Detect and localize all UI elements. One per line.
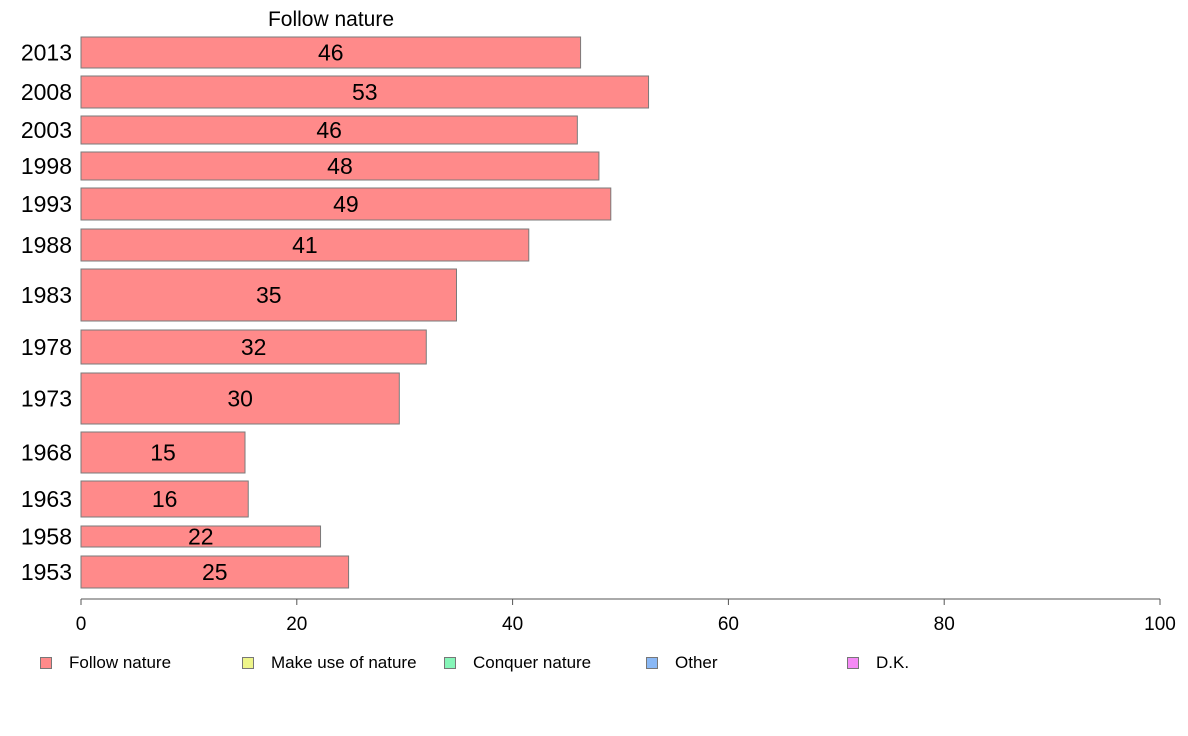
bar-1993 — [80, 187, 612, 221]
x-tick-label: 100 — [1144, 614, 1176, 635]
legend-swatch — [40, 657, 52, 669]
category-label: 1953 — [21, 559, 72, 585]
legend-label: Other — [675, 653, 718, 672]
category-label: 2003 — [21, 117, 72, 143]
value-label: 53 — [352, 79, 378, 105]
category-label: 1988 — [21, 232, 72, 258]
x-tick-label: 80 — [934, 614, 955, 635]
category-label: 1968 — [21, 440, 72, 466]
bar-1983 — [80, 268, 457, 322]
legend-swatch — [444, 657, 456, 669]
bar-1953 — [80, 555, 350, 589]
bar-1968 — [80, 431, 246, 474]
bar-1998 — [80, 151, 600, 181]
bar-1988 — [80, 228, 530, 262]
bar-1978 — [80, 329, 427, 365]
x-tick-label: 60 — [718, 614, 739, 635]
category-label: 1973 — [21, 386, 72, 412]
value-label: 46 — [318, 40, 344, 66]
value-label: 30 — [227, 386, 253, 412]
legend-item-other: Other — [646, 653, 718, 673]
value-label: 32 — [241, 334, 267, 360]
bar-2013 — [80, 36, 582, 69]
bars-group: 2013 46 2008 53 2003 46 1998 48 1993 49 1988 41 1983… — [21, 36, 650, 589]
category-label: 2008 — [21, 79, 72, 105]
bar-1973 — [80, 372, 400, 425]
value-label: 35 — [256, 282, 282, 308]
bar-1958 — [80, 525, 322, 548]
category-label: 1963 — [21, 486, 72, 512]
category-label: 1978 — [21, 334, 72, 360]
legend-item-conquer-nature: Conquer nature — [444, 653, 591, 673]
bar-1963 — [80, 480, 249, 518]
value-label: 49 — [333, 191, 359, 217]
category-label: 1993 — [21, 191, 72, 217]
legend-label: Follow nature — [69, 653, 172, 672]
category-label: 1958 — [21, 524, 72, 550]
legend-swatch — [646, 657, 658, 669]
legend-item-follow-nature: Follow nature — [40, 653, 171, 673]
x-axis: 0 20 40 60 80 100 — [76, 598, 1176, 635]
value-label: 16 — [152, 486, 178, 512]
value-label: 25 — [202, 559, 228, 585]
category-label: 2013 — [21, 40, 72, 66]
value-label: 46 — [316, 117, 342, 143]
legend-label: Conquer nature — [473, 653, 592, 672]
legend-label: D.K. — [876, 653, 910, 672]
legend-label: Make use of nature — [271, 653, 417, 672]
bar-2003 — [80, 115, 578, 145]
x-tick-label: 40 — [502, 614, 523, 635]
x-tick-label: 0 — [76, 614, 87, 635]
value-label: 48 — [327, 153, 353, 179]
value-label: 22 — [188, 524, 214, 550]
panel-title: Follow nature — [268, 8, 394, 31]
category-label: 1998 — [21, 153, 72, 179]
legend-item-make-use-of-nature: Make use of nature — [242, 653, 417, 673]
legend: Follow nature Make use of nature Conquer… — [40, 653, 1140, 673]
legend-item-dk: D.K. — [847, 653, 909, 673]
category-label: 1983 — [21, 282, 72, 308]
x-tick-label: 20 — [286, 614, 307, 635]
value-label: 41 — [292, 232, 318, 258]
bar-2008 — [80, 75, 650, 109]
legend-swatch — [242, 657, 254, 669]
legend-swatch — [847, 657, 859, 669]
value-label: 15 — [150, 440, 176, 466]
